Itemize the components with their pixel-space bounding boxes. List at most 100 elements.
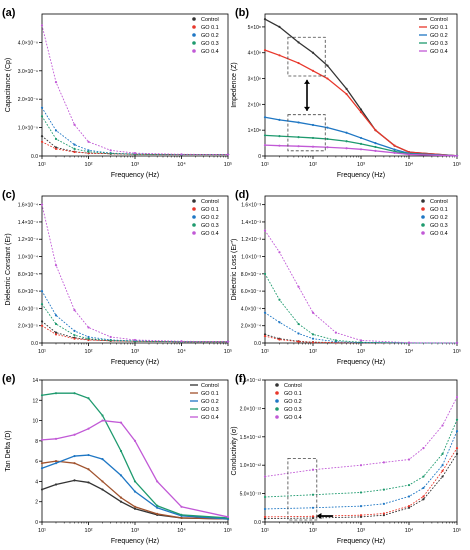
y-tick-label: 3.0×10⁻⁹ [18, 69, 38, 75]
data-point [73, 479, 76, 482]
data-point [54, 137, 58, 141]
series-go-03 [40, 302, 230, 343]
data-point [87, 397, 90, 400]
data-point [54, 147, 58, 150]
x-tick-label: 10⁴ [405, 161, 414, 168]
data-point [73, 150, 76, 154]
data-point [109, 339, 112, 342]
legend-label: GO 0.4 [201, 49, 219, 55]
legend-label: GO 0.3 [201, 223, 219, 229]
data-point [359, 136, 363, 140]
data-point [54, 264, 58, 267]
data-point [345, 147, 348, 150]
legend-label: GO 0.1 [430, 207, 448, 213]
series-line [264, 273, 458, 344]
y-tick-label: 5.0×10⁻¹³ [240, 492, 262, 498]
legend-marker [192, 231, 196, 235]
data-point [226, 515, 230, 519]
legend-label: GO 0.2 [430, 33, 448, 39]
legend-label: Control [430, 199, 448, 205]
data-point [334, 339, 337, 342]
data-point [311, 468, 315, 471]
data-point [359, 108, 363, 111]
x-axis-label: Frequency (Hz) [337, 359, 385, 366]
data-point [40, 302, 44, 306]
legend-label: GO 0.1 [430, 25, 448, 31]
data-point [345, 92, 348, 96]
x-tick-label: 10⁵ [453, 348, 461, 355]
data-point [133, 152, 137, 155]
data-point [180, 516, 183, 520]
data-point [278, 118, 281, 121]
y-tick-label: 0.0 [254, 520, 261, 526]
data-point [359, 111, 363, 114]
data-point [359, 142, 363, 145]
data-point [133, 507, 137, 510]
x-tick-label: 10⁴ [177, 527, 186, 534]
data-point [382, 461, 385, 464]
data-point [87, 427, 90, 430]
data-point [109, 149, 112, 152]
x-tick-label: 10¹ [261, 528, 269, 534]
data-point [455, 430, 459, 433]
data-point [326, 64, 329, 67]
data-point [263, 49, 267, 52]
data-point [311, 69, 315, 72]
data-point [374, 141, 377, 145]
data-point [441, 424, 444, 427]
data-point [180, 340, 183, 343]
data-point [73, 454, 76, 458]
y-tick-label: 8 [35, 439, 38, 445]
data-point [263, 515, 267, 518]
data-point [455, 452, 459, 455]
series-go-03 [40, 115, 230, 156]
data-point [40, 320, 44, 323]
data-point [407, 483, 411, 487]
data-point [54, 314, 58, 317]
x-axis-label: Frequency (Hz) [337, 538, 385, 545]
y-axis-label: Dielectric Loss (Er'') [231, 239, 238, 301]
series-line [41, 135, 229, 156]
series-line [41, 479, 229, 520]
data-point [263, 229, 267, 232]
data-point [359, 464, 363, 467]
y-tick-label: 1.2×10⁻⁴ [18, 237, 38, 243]
data-point [263, 18, 267, 21]
data-point [297, 145, 300, 148]
x-tick-label: 10¹ [261, 162, 269, 168]
data-point [455, 341, 459, 345]
x-tick-label: 10² [85, 162, 93, 168]
legend-label: GO 0.1 [201, 25, 219, 31]
data-point [297, 332, 300, 335]
data-point [133, 338, 137, 342]
panel-d: (d) 10¹ 10² 10³ 10⁴ 10⁵ 0.0 2.0×10⁻⁴ 4.0×10⁻⁴ 6.0… [231, 189, 461, 366]
panel-label: (d) [235, 189, 249, 201]
x-tick-label: 10³ [131, 162, 139, 168]
data-point [278, 298, 281, 301]
x-tick-label: 10⁴ [177, 348, 186, 355]
legend-label: GO 0.4 [430, 231, 448, 237]
data-point [278, 135, 281, 138]
legend-label: GO 0.4 [284, 415, 302, 421]
x-tick-label: 10⁴ [405, 527, 414, 534]
series-go-01 [263, 447, 459, 518]
data-point [311, 516, 315, 520]
y-tick-label: 10 [32, 419, 38, 425]
data-point [345, 140, 348, 143]
panel-label: (f) [235, 373, 246, 385]
series-line [264, 230, 458, 344]
data-point [101, 480, 104, 483]
legend-marker [192, 41, 196, 45]
series-line [264, 49, 458, 157]
data-point [263, 333, 267, 336]
data-point [297, 61, 300, 65]
data-point [40, 467, 44, 470]
legend-label: GO 0.1 [201, 207, 219, 213]
x-tick-label: 10⁵ [453, 527, 461, 534]
data-point [374, 145, 377, 149]
annotation-box-upper [287, 36, 326, 77]
data-point [101, 419, 104, 422]
x-axis-label: Frequency (Hz) [337, 172, 385, 179]
legend-label: GO 0.4 [201, 415, 219, 421]
annotation-box-lower [287, 114, 326, 152]
